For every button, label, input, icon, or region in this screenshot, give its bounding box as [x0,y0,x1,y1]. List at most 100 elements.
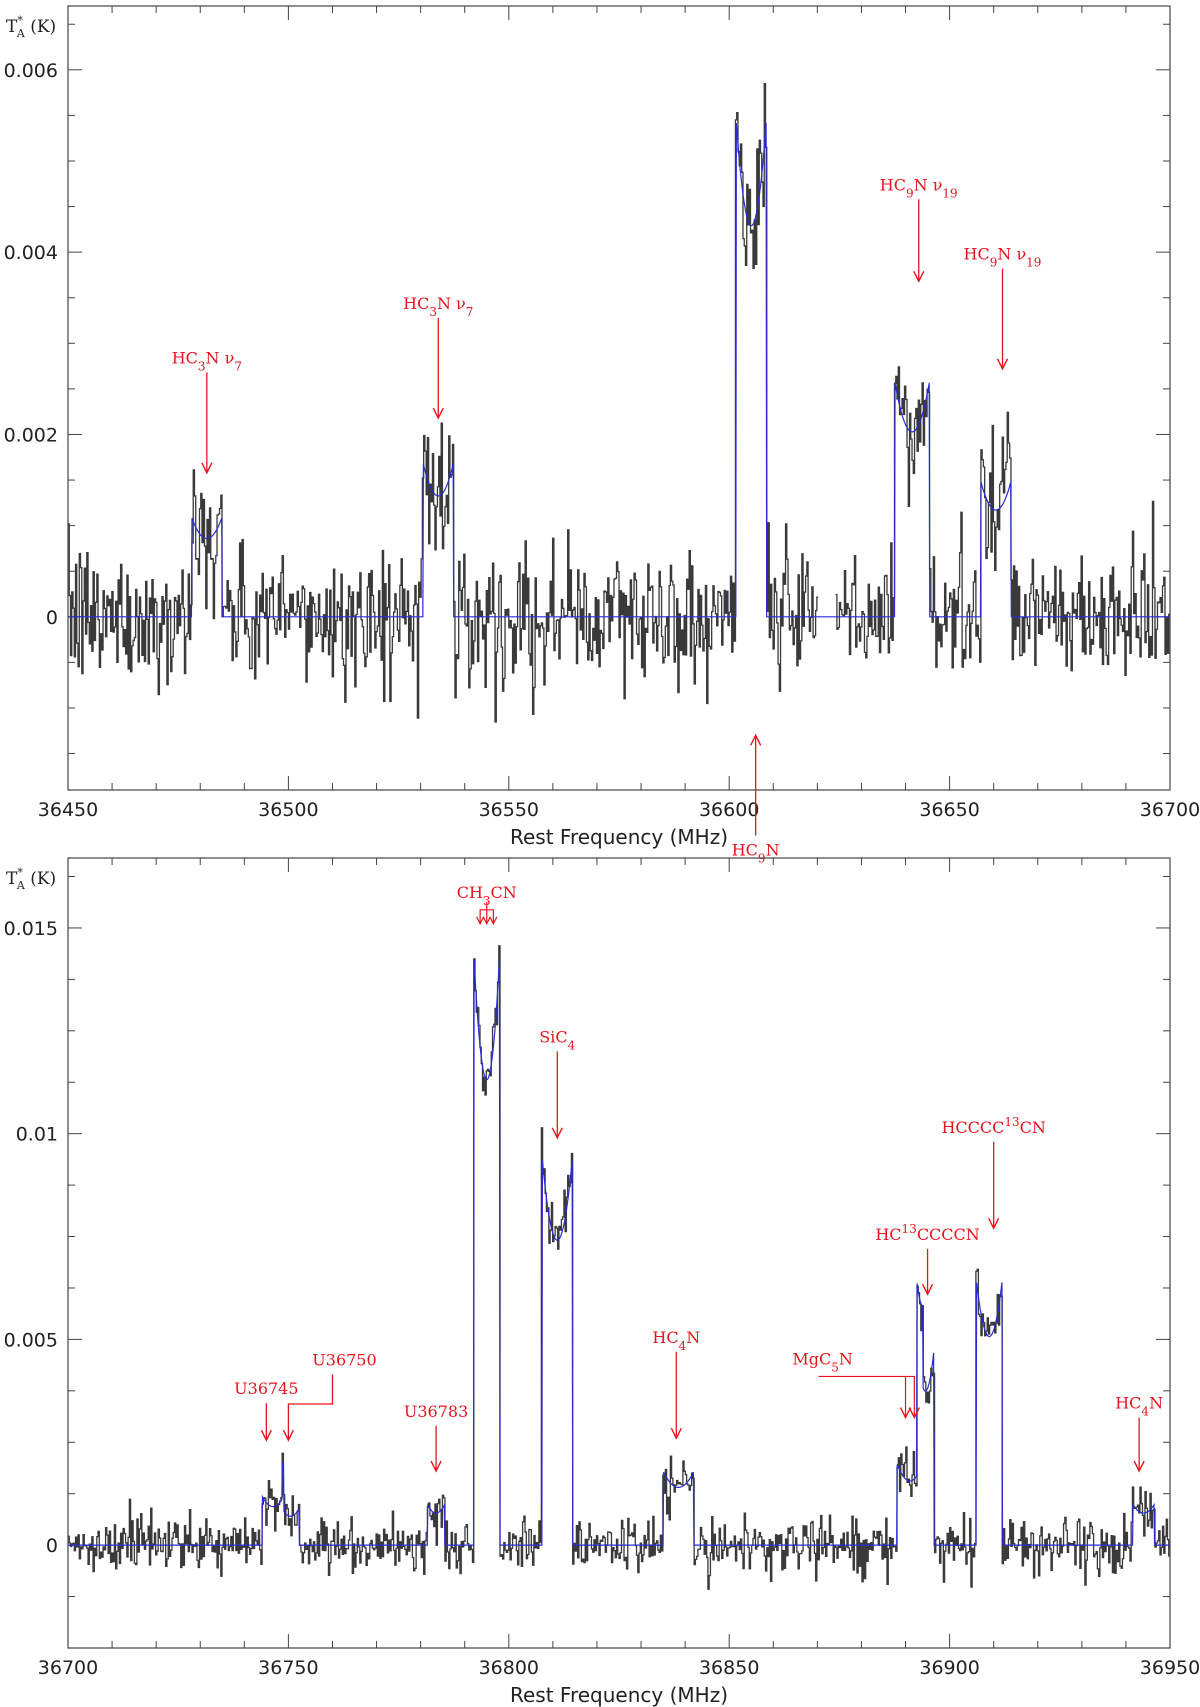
y-tick-label: 0 [46,1535,58,1557]
x-axis-label: Rest Frequency (MHz) [510,825,728,849]
arrow-head [260,1429,272,1442]
annotation-text-part: 9 [990,256,998,270]
x-tick-label: 36750 [258,1657,318,1679]
annotation-label: U36750 [312,1350,376,1369]
annotation-text-part: HC [172,348,198,367]
annotation-text-part: N ν [437,294,466,313]
annotation-label: U36783 [404,1402,468,1421]
observed-spectrum [68,945,1170,1590]
y-tick-label: 0.006 [4,60,58,82]
y-label-unit: (K) [25,17,56,37]
x-tick-label: 36850 [699,1657,759,1679]
y-tick-label: 0.005 [4,1329,58,1351]
annotation-text-part: 5 [831,1360,839,1374]
arrow-head [482,916,491,926]
annotation-text-part: 3 [198,359,206,373]
annotation-text-part: 19 [942,186,957,200]
arrow-head [282,1429,295,1442]
arrow-head [921,1283,934,1296]
annotation-text-part: MgC [792,1349,831,1368]
annotation-text-part: 4 [1141,1405,1149,1419]
arrow-head [551,1127,563,1140]
annotation-label: HC4N [652,1328,700,1353]
annotation-text-part: HC [875,1225,901,1244]
line-annotation: HCCCC13CN [941,1115,1046,1230]
annotation-text-part: HCCCC [941,1118,1004,1137]
arrow-line [287,1374,334,1441]
annotation-text-part: SiC [539,1027,567,1046]
y-label-sup: * [17,866,23,879]
x-tick-label: 36700 [1140,799,1200,821]
annotation-text-part: CN [491,883,517,902]
annotation-text-part: 13 [902,1222,917,1236]
x-tick-label: 36950 [1140,1657,1200,1679]
annotation-text-part: HC [403,294,429,313]
plot-frame [67,857,1171,1649]
y-label-main: T [6,869,18,889]
line-annotation: U36750 [282,1350,377,1442]
model-fit [68,123,1170,618]
arrow-head [489,916,498,926]
annotation-text-part: 13 [1004,1115,1019,1129]
annotation-label: MgC5N [792,1349,853,1374]
plot-frame [67,5,1171,791]
annotation-label: SiC4 [539,1027,575,1052]
line-annotation: HC3N ν7 [172,348,242,475]
arrow-head [996,358,1009,371]
annotation-label: HC13CCCCN [875,1222,979,1244]
x-tick-label: 36900 [919,1657,979,1679]
annotation-text-part: 19 [1026,256,1041,270]
annotation-text-part: 9 [906,186,914,200]
annotation-text-part: 4 [568,1038,576,1052]
line-annotation: HC9N ν19 [880,175,958,283]
annotation-text-part: HC [732,841,758,860]
annotation-text-part: N [1149,1394,1163,1413]
spectrum-panel-top: 36450 36500 36550 36600 36650 36700 0 0.002 0.00… [4,5,1200,866]
arrow-head [432,407,444,420]
arrow-head [899,1407,912,1420]
annotation-text-part: HC [964,245,990,264]
annotation-text-part: 7 [466,305,474,319]
line-annotation: HC9N ν19 [964,245,1041,371]
line-annotation: CH3CN [457,883,517,926]
annotation-label: HC3N ν7 [403,294,473,319]
y-axis-label: T* A (K) [6,14,56,40]
y-tick-label: 0.01 [16,1124,58,1146]
annotation-text-part: N [766,841,780,860]
y-tick-label: 0.015 [4,918,58,940]
x-axis-label: Rest Frequency (MHz) [510,1683,728,1707]
annotation-text-part: N [686,1328,700,1347]
line-annotation: MgC5N [792,1349,920,1420]
annotation-label: HC9N [732,841,780,866]
x-tick-label: 36800 [479,1657,539,1679]
y-tick-label: 0.004 [4,242,58,264]
annotation-text-part: N [839,1349,853,1368]
arrow-line [818,1375,915,1418]
annotation-text-part: 3 [429,305,437,319]
annotation-text-part: HC [880,175,906,194]
line-annotation: SiC4 [539,1027,576,1140]
annotation-text-part: U36783 [404,1402,468,1421]
arrow-head [670,1427,682,1440]
y-label-main: T [6,17,18,37]
spectrum-panel-bottom: 36700 36750 36800 36850 36900 36950 0 0.005 0.01… [4,857,1200,1707]
annotation-label: HC9N ν19 [880,175,958,200]
annotation-text-part: CH [457,883,483,902]
annotation-text-part: HC [652,1328,678,1347]
x-tick-label: 36600 [699,799,759,821]
line-annotation: HC3N ν7 [403,294,473,420]
line-annotation: HC4N [1115,1394,1163,1473]
arrow-head [750,733,762,746]
annotation-label: CH3CN [457,883,517,908]
y-label-sub: A [16,27,26,40]
annotation-text-part: HC [1115,1394,1141,1413]
annotation-text-part: U36745 [234,1379,298,1398]
annotation-text-part: N ν [206,348,235,367]
x-tick-label: 36500 [258,799,318,821]
arrow-head [908,1407,920,1420]
arrow-head [201,462,213,475]
y-axis-label: T* A (K) [6,866,56,892]
annotation-text-part: CCCCN [917,1225,980,1244]
arrow-head [430,1460,442,1473]
